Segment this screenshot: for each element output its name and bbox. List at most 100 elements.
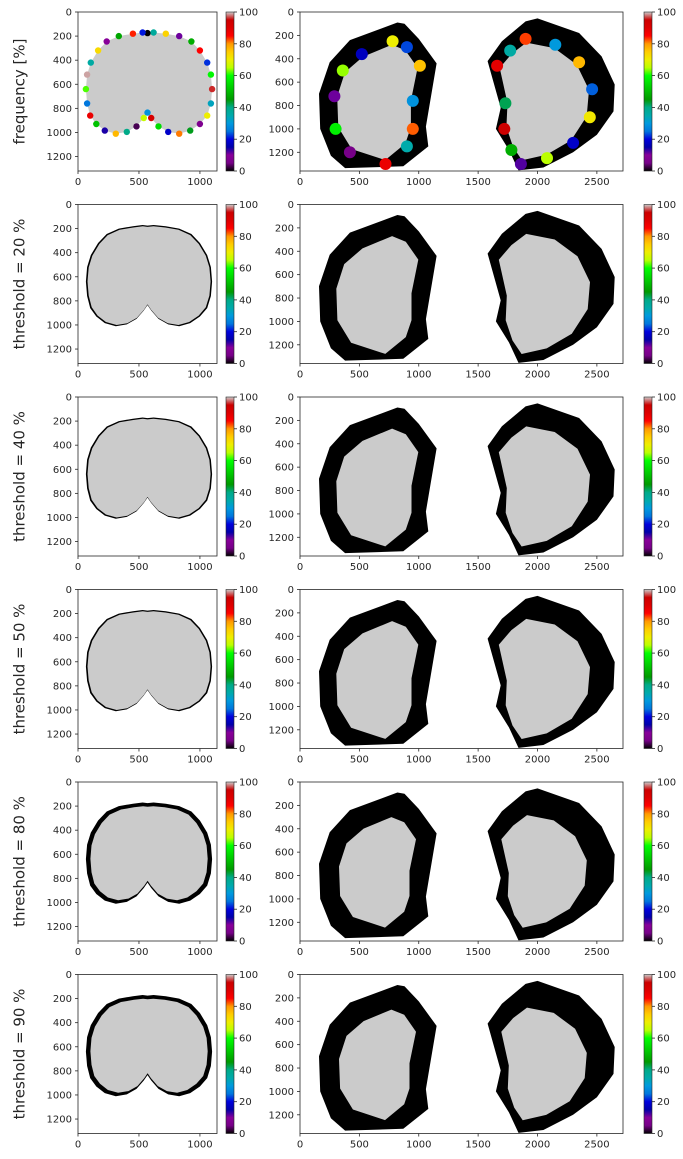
y-tick-label: 600 [275, 655, 294, 666]
colorbar-tick-label: 60 [657, 1034, 670, 1045]
colorbar-tick-label: 40 [657, 488, 670, 499]
y-tick-label: 1200 [47, 1115, 72, 1126]
colorbar-tick-label: 80 [657, 424, 670, 435]
x-tick-label: 0 [297, 370, 303, 381]
y-tick-label: 0 [66, 585, 72, 596]
colorbar-tick-label: 80 [239, 809, 252, 820]
right-axes: 0 500 1000 1500 2000 2500 0 200 400 600 800 1000 120… [269, 585, 623, 766]
x-tick-label: 2000 [525, 370, 550, 381]
colorbar-tick-label: 0 [239, 744, 245, 755]
frequency-point [541, 152, 553, 164]
x-tick-label: 1500 [465, 947, 490, 958]
x-tick-label: 0 [75, 1140, 81, 1151]
y-tick-label: 400 [53, 826, 72, 837]
colorbar-tick-label: 80 [657, 232, 670, 243]
frequency-point [148, 115, 154, 121]
x-tick-label: 500 [350, 562, 369, 573]
frequency-point [176, 33, 182, 39]
y-tick-label: 400 [53, 1018, 72, 1029]
x-tick-label: 2000 [525, 562, 550, 573]
right-axes: 0 500 1000 1500 2000 2500 0 200 400 600 800 1000 120… [269, 970, 623, 1151]
colorbar-tick-label: 60 [239, 841, 252, 852]
colorbar-tick-label: 100 [657, 393, 676, 404]
frequency-point [204, 59, 210, 65]
colorbar-tick-label: 40 [657, 295, 670, 306]
row-label: frequency [%] [11, 39, 29, 145]
y-tick-label: 1200 [269, 918, 294, 929]
colorbar-tick-label: 60 [657, 649, 670, 660]
y-tick-label: 200 [275, 993, 294, 1004]
x-tick-label: 1000 [187, 562, 212, 573]
x-tick-label: 2000 [525, 177, 550, 188]
frequency-point [95, 47, 101, 53]
x-tick-label: 1000 [187, 755, 212, 766]
right-axes: 0 500 1000 1500 2000 2500 0 200 400 600 800 1000 120… [269, 200, 623, 381]
frequency-point [116, 33, 122, 39]
colorbar-tick-label: 80 [657, 617, 670, 628]
frequency-point [187, 127, 193, 133]
y-tick-label: 200 [275, 223, 294, 234]
frequency-point [84, 100, 90, 106]
left-axes: 0 500 1000 0 200 400 600 800 1000 1200 [47, 585, 217, 766]
colorbar-tick-label: 80 [657, 39, 670, 50]
y-tick-label: 800 [275, 101, 294, 112]
colorbar-tick-label: 20 [239, 1097, 252, 1108]
colorbar-tick-label: 20 [239, 327, 252, 338]
colorbar-tick-label: 20 [657, 135, 670, 146]
colorbar-tick-label: 60 [239, 1034, 252, 1045]
y-tick-label: 600 [275, 78, 294, 89]
y-tick-label: 800 [275, 294, 294, 305]
colorbar-tick-label: 60 [239, 456, 252, 467]
y-tick-label: 600 [275, 463, 294, 474]
colorbar-tick-label: 20 [657, 1097, 670, 1108]
frequency-point [133, 123, 139, 129]
frequency-point [401, 140, 413, 152]
x-tick-label: 0 [75, 755, 81, 766]
colorbar-gradient [644, 12, 652, 171]
x-tick-label: 1500 [465, 177, 490, 188]
y-tick-label: 800 [275, 486, 294, 497]
frequency-point [549, 39, 561, 51]
colorbar-gradient [226, 590, 234, 749]
colorbar-tick-label: 80 [239, 232, 252, 243]
frequency-point [505, 144, 517, 156]
colorbar-tick-label: 80 [239, 424, 252, 435]
frequency-point [204, 112, 210, 118]
frequency-point [188, 38, 194, 44]
x-tick-label: 500 [129, 370, 148, 381]
colorbar-tick-label: 100 [657, 778, 676, 789]
x-tick-label: 500 [350, 947, 369, 958]
row-2: threshold = 40 %0 500 10000200400600800100… [11, 393, 677, 574]
x-tick-label: 1000 [406, 562, 431, 573]
colorbar-tick-label: 100 [239, 585, 258, 596]
frequency-point [113, 131, 119, 137]
frequency-point [499, 97, 511, 109]
right-axes: 0 500 1000 1500 2000 2500 0 200 400 600 800 1000 120… [269, 8, 623, 189]
colorbar-tick-label: 0 [239, 359, 245, 370]
colorbar-tick-label: 20 [239, 712, 252, 723]
y-tick-label: 0 [288, 393, 294, 404]
x-tick-label: 2000 [525, 755, 550, 766]
y-tick-label: 800 [53, 874, 72, 885]
left-axes: 0 500 1000 0 200 400 600 800 1000 1200 [47, 970, 217, 1151]
x-tick-label: 0 [297, 1140, 303, 1151]
colorbar-tick-label: 0 [239, 937, 245, 948]
colorbar-tick-label: 100 [657, 8, 676, 19]
right-axes: 0 500 1000 1500 2000 2500 0 200 400 600 800 1000 120… [269, 393, 623, 574]
y-tick-label: 1000 [47, 898, 72, 909]
frequency-point [155, 123, 161, 129]
frequency-point [209, 86, 215, 92]
colorbar-tick-label: 40 [239, 873, 252, 884]
x-tick-label: 500 [129, 947, 148, 958]
colorbar-tick-label: 80 [239, 1002, 252, 1013]
y-tick-label: 1200 [47, 345, 72, 356]
y-tick-label: 200 [53, 609, 72, 620]
colorbar: 0 20 40 60 80 100 [644, 778, 676, 948]
y-tick-label: 0 [66, 970, 72, 981]
frequency-point [515, 158, 527, 170]
frequency-point [93, 121, 99, 127]
row-label: threshold = 20 % [11, 219, 29, 350]
y-tick-label: 600 [275, 1040, 294, 1051]
x-tick-label: 500 [350, 177, 369, 188]
colorbar-tick-label: 100 [657, 970, 676, 981]
